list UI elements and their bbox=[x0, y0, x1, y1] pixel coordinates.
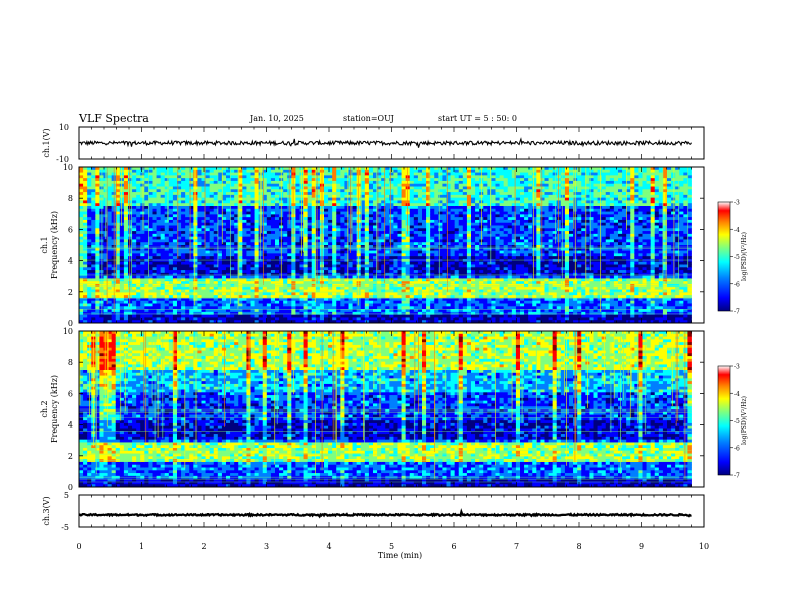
channel-label: ch.2 bbox=[40, 400, 49, 417]
station-label: station=OUJ bbox=[343, 114, 394, 123]
ch3-waveform-trace bbox=[78, 508, 692, 519]
ytick-label: 10 bbox=[63, 163, 73, 172]
ytick-label: 10 bbox=[59, 123, 69, 132]
colorbar-tick-label: -4 bbox=[734, 391, 740, 398]
xtick-label: 5 bbox=[389, 542, 394, 551]
ytick-label: -5 bbox=[61, 523, 69, 532]
ytick-label: 10 bbox=[63, 327, 73, 336]
colorbar-1 bbox=[717, 201, 731, 312]
ytick-label: 6 bbox=[68, 225, 73, 234]
ytick-label: 0 bbox=[68, 319, 73, 328]
ch1-waveform-trace bbox=[78, 137, 692, 148]
chart-title: VLF Spectra bbox=[79, 112, 149, 125]
colorbar-label: log(PSD)(V²/Hz) bbox=[741, 232, 748, 281]
colorbar-2 bbox=[717, 365, 731, 476]
xtick-label: 2 bbox=[201, 542, 206, 551]
date-label: Jan. 10, 2025 bbox=[250, 114, 304, 123]
x-axis-label: Time (min) bbox=[378, 551, 422, 560]
ytick-label: 2 bbox=[68, 288, 73, 297]
colorbar-tick-label: -6 bbox=[734, 445, 740, 452]
colorbar-tick-label: -4 bbox=[734, 227, 740, 234]
xtick-label: 6 bbox=[451, 542, 456, 551]
xtick-label: 9 bbox=[639, 542, 644, 551]
colorbar-tick-label: -6 bbox=[734, 281, 740, 288]
start-time-label: start UT = 5 : 50: 0 bbox=[438, 114, 517, 123]
colorbar-tick-label: -3 bbox=[734, 364, 740, 371]
frequency-axis-label: Frequency (kHz) bbox=[50, 211, 59, 279]
ch1-waveform bbox=[78, 137, 692, 148]
frequency-axis-label: Frequency (kHz) bbox=[50, 375, 59, 443]
ytick-label: 2 bbox=[68, 452, 73, 461]
ytick-label: 6 bbox=[68, 389, 73, 398]
colorbar-tick-label: -5 bbox=[734, 254, 740, 261]
colorbar-tick-label: -7 bbox=[734, 309, 740, 316]
colorbar-tick-label: -7 bbox=[734, 473, 740, 480]
ytick-label: -10 bbox=[56, 155, 69, 164]
spectrogram-1 bbox=[79, 167, 692, 324]
xtick-label: 7 bbox=[514, 542, 519, 551]
spectrogram-2 bbox=[79, 331, 692, 488]
channel-label: ch.1 bbox=[40, 236, 49, 253]
ytick-label: 5 bbox=[64, 491, 69, 500]
xtick-label: 0 bbox=[76, 542, 81, 551]
ytick-label: 4 bbox=[68, 257, 73, 266]
ch3-waveform bbox=[78, 508, 692, 519]
ytick-label: 8 bbox=[68, 194, 73, 203]
xtick-label: 8 bbox=[576, 542, 581, 551]
ytick-label: 4 bbox=[68, 421, 73, 430]
colorbar-tick-label: -5 bbox=[734, 418, 740, 425]
ytick-label: 0 bbox=[68, 483, 73, 492]
ytick-label: 8 bbox=[68, 358, 73, 367]
colorbar-label: log(PSD)(V²/Hz) bbox=[741, 396, 748, 445]
colorbar-tick-label: -3 bbox=[734, 200, 740, 207]
ch3-waveform-ylabel: ch.3(V) bbox=[42, 496, 51, 525]
xtick-label: 1 bbox=[139, 542, 144, 551]
xtick-label: 3 bbox=[264, 542, 269, 551]
xtick-label: 10 bbox=[699, 542, 709, 551]
ch1-waveform-ylabel: ch.1(V) bbox=[42, 128, 51, 157]
xtick-label: 4 bbox=[326, 542, 331, 551]
